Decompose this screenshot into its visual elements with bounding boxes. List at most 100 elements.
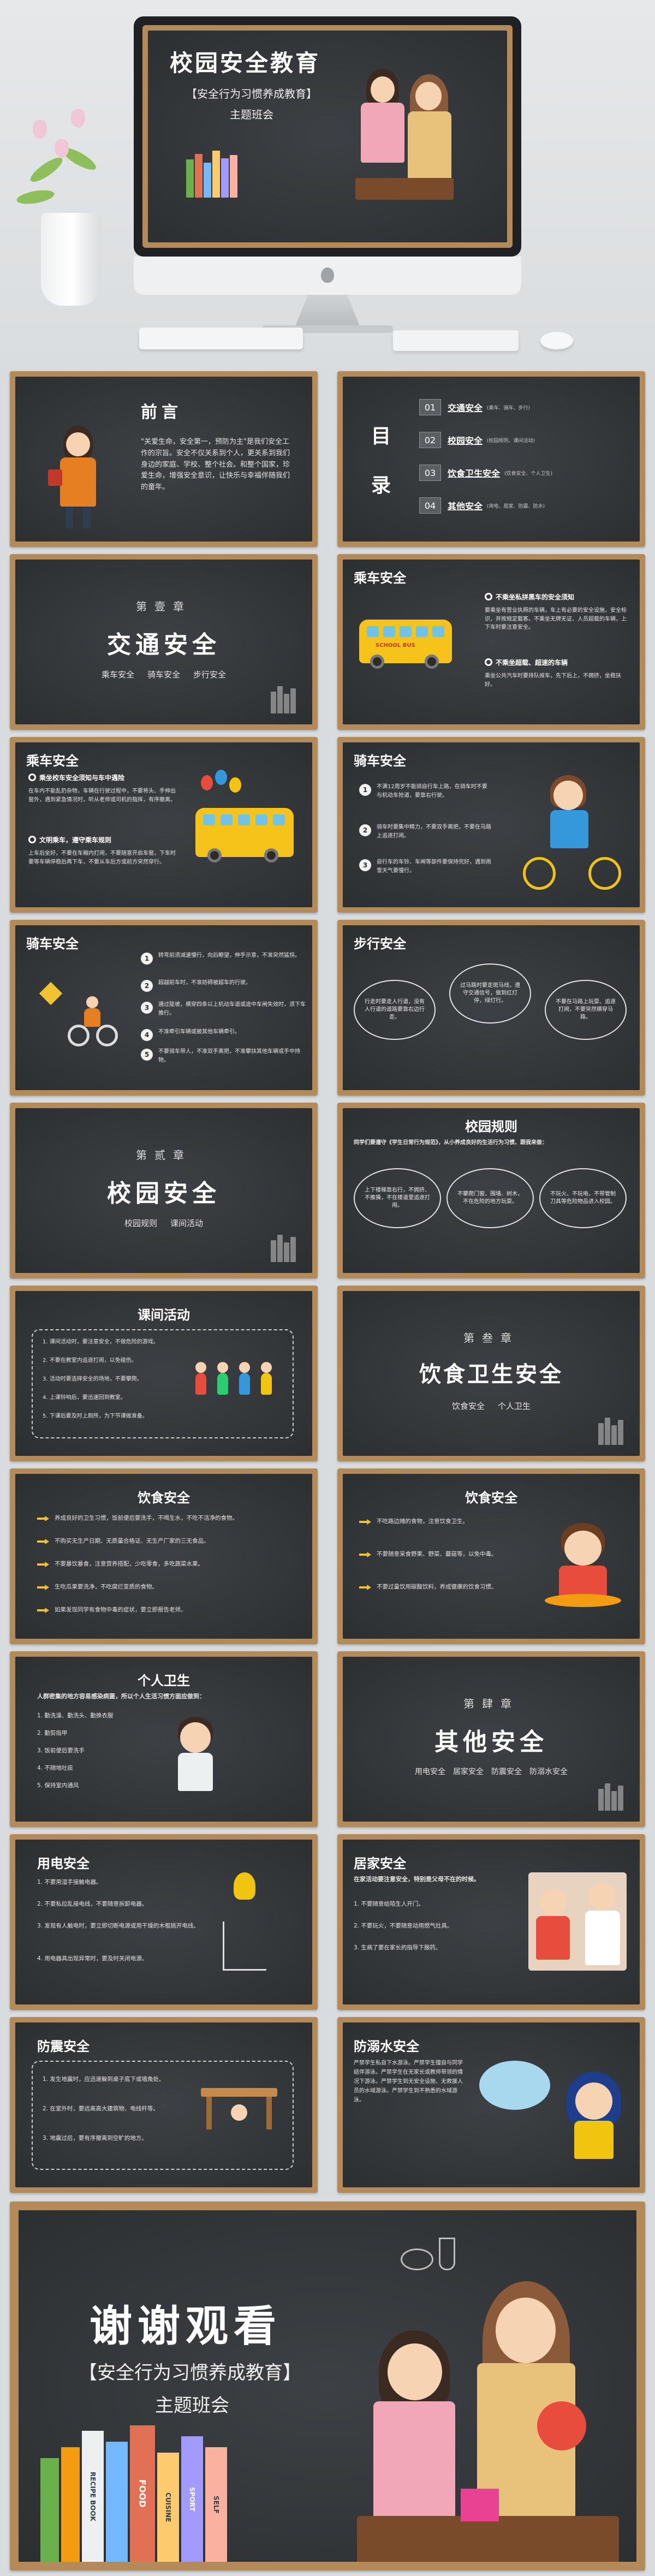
bike-item: 超越前车时，不准妨碍被超车的行驶。 — [158, 980, 251, 986]
pool-icon — [479, 2061, 550, 2110]
home-intro: 在家活动要注意安全，特别是父母不在的时候。 — [354, 1876, 480, 1883]
slide-hygiene: 个人卫生 人群密集的地方容易感染病菌，所以个人生活习惯方面应做到： 1. 勤洗澡… — [10, 1651, 318, 1827]
home-item: 1. 不要随意给陌生人开门。 — [354, 1901, 424, 1907]
sub-head-1: 不乘坐私拼黑车的安全须知 — [485, 592, 574, 602]
slide-title: 骑车安全 — [26, 936, 79, 951]
item-text: 不要过量饮用碳酸饮料，养成健康的饮食习惯。 — [377, 1584, 497, 1590]
cloud-note: 过马路时要走斑马线，遵守交通信号，做到红灯停，绿灯行。 — [449, 963, 531, 1024]
slide-preface: 前言 "关爱生命，安全第一，预防为主"是我们安全工作的宗旨。安全不仅关系到个人，… — [10, 371, 318, 547]
lightbulb-icon — [234, 1872, 255, 1900]
gift-box-icon — [461, 2489, 499, 2521]
sub-body-2: 乘坐公共汽车时要排队候车，先下后上，不拥挤，坐稳扶好。 — [485, 673, 621, 688]
arrow-icon — [359, 1519, 371, 1525]
chalk-books-icon — [271, 686, 296, 713]
slide-quake: 防震安全 1. 发生地震时，应迅速躲到桌子底下或墙角处。 2. 在室外时，要远离… — [10, 2017, 318, 2193]
electric-item: 2. 不要私拉乱接电线，不要随意拆卸电器。 — [37, 1901, 148, 1907]
book-spine — [40, 2458, 59, 2562]
toc-item-num: 02 — [419, 432, 441, 448]
book-stack: RECIPE BOOK FOOD CUISINE SPORT SELF — [40, 2425, 227, 2562]
step-number: 3 — [141, 1002, 153, 1014]
flask-doodle-icon — [439, 2238, 455, 2270]
recess-item: 1. 课间活动时，要注意安全，不做危险的游戏。 — [43, 1339, 159, 1345]
sub-head-text: 乘坐校车安全须知与车中遇险 — [39, 774, 125, 782]
chapter-subs: 用电安全 居家安全 防震安全 防溺水安全 — [343, 1766, 640, 1777]
slide-thanks: 谢谢观看 【安全行为习惯养成教育】 主题班会 RECIPE BOOK FOOD … — [10, 2202, 645, 2571]
slide-title: 防震安全 — [37, 2039, 90, 2054]
electric-item: 3. 发现有人触电时，要立即切断电源或用干燥的木棍挑开电线。 — [37, 1923, 199, 1929]
toc-item-sub: (用电、居家、防震、防水) — [487, 503, 545, 509]
hero-tagline: 主题班会 — [230, 108, 273, 121]
slide-title: 居家安全 — [354, 1856, 406, 1871]
slide-walk: 步行安全 行走时要走人行道，没有人行道的道路要靠右边行走。 过马路时要走斑马线，… — [337, 920, 645, 1096]
thanks-tagline: 主题班会 — [155, 2395, 229, 2417]
slide-title: 校园规则 — [465, 1119, 517, 1134]
leaf-icon — [15, 188, 56, 206]
slide-bike-2: 骑车安全 1 转弯前须减速慢行，向后瞭望，伸手示意，不准突然猛拐。 2 超越前车… — [10, 920, 318, 1096]
kid-hiding-icon — [231, 2104, 247, 2121]
chapter-sub: 乘车安全 — [101, 670, 134, 680]
arrow-icon — [359, 1552, 371, 1557]
home-item: 3. 生病了要在家长的指导下服药。 — [354, 1944, 442, 1951]
slide-chapter-4: 第肆章 其他安全 用电安全 居家安全 防震安全 防溺水安全 — [337, 1651, 645, 1827]
toc-item-2[interactable]: 02 校园安全 (校园规则、课间活动) — [419, 431, 583, 449]
hero-title: 校园安全教育 — [170, 50, 321, 76]
slide-bike-1: 骑车安全 1 不满12周岁不能骑自行车上路，在骑车时不要与机动车抢道，要靠右行驶… — [337, 737, 645, 913]
cloud-note: 不要在马路上玩耍、追逐打闹，不要突然横穿马路。 — [545, 980, 627, 1040]
recess-item: 4. 上课铃响后，要迅速回到教室。 — [43, 1395, 126, 1401]
bike-item: 不要骑车带人，不准双手离把，不准攀扶其他车辆或手中持物。 — [158, 1049, 300, 1063]
toc-item-1[interactable]: 01 交通安全 (乘车、骑车、步行) — [419, 398, 583, 416]
slide-water: 防溺水安全 严禁学生私自下水游泳。严禁学生擅自与同学结伴游泳。严禁学生在无家长或… — [337, 2017, 645, 2193]
gear-icon — [28, 774, 36, 781]
wire-icon — [223, 1921, 266, 1971]
arrow-icon — [37, 1585, 49, 1590]
slide-chapter-2: 第贰章 校园安全 校园规则 课间活动 — [10, 1103, 318, 1278]
bike-item: 不准牵引车辆或被其他车辆牵引。 — [158, 1029, 240, 1035]
teacher-student-illustration — [357, 2276, 619, 2562]
electric-item: 1. 不要用湿手接触电器。 — [37, 1879, 102, 1885]
quake-item: 2. 在室外时，要远离高大建筑物、电线杆等。 — [43, 2105, 159, 2112]
bike-item: 通过陡坡，横穿四条以上机动车道或途中车闸失效时，须下车推行。 — [158, 1002, 306, 1016]
slide-title: 防溺水安全 — [354, 2039, 419, 2054]
chapter-title: 其他安全 — [434, 1728, 548, 1756]
monitor-screen: 校园安全教育 【安全行为习惯养成教育】 主题班会 — [142, 25, 513, 248]
toc-item-label: 饮食卫生安全 — [448, 468, 501, 479]
book-spine — [61, 2447, 80, 2562]
toc-item-3[interactable]: 03 饮食卫生安全 (饮食安全、个人卫生) — [419, 464, 583, 481]
sub-head-2: 不乘坐超载、超速的车辆 — [485, 658, 568, 667]
toc-item-label: 交通安全 — [448, 403, 483, 413]
step-number: 5 — [141, 1049, 153, 1061]
tulip-icon — [33, 120, 47, 139]
toc-item-label: 其他安全 — [448, 501, 483, 511]
item-text: 不要暴饮暴食，注意营养搭配，少吃零食，多吃蔬菜水果。 — [55, 1561, 204, 1567]
toc-item-4[interactable]: 04 其他安全 (用电、居家、防震、防水) — [419, 497, 583, 514]
book-spine: FOOD — [130, 2425, 155, 2562]
quake-item: 3. 地震过后，要有序撤离到空旷的地方。 — [43, 2135, 147, 2141]
vase — [41, 213, 101, 306]
chapter-sub: 饮食安全 — [451, 1401, 485, 1411]
chapter-subs: 乘车安全 骑车安全 步行安全 — [15, 669, 312, 680]
quake-item: 1. 发生地震时，应迅速躲到桌子底下或墙角处。 — [43, 2076, 165, 2083]
chapter-sub: 用电安全 — [415, 1768, 445, 1776]
item-text: 如果发现同学有食物中毒的症状，要立即报告老师。 — [55, 1607, 187, 1613]
step-number: 4 — [141, 1029, 153, 1041]
toc-item-num: 03 — [419, 465, 441, 481]
desk-leg — [266, 2097, 272, 2129]
chapter-subs: 饮食安全 个人卫生 — [343, 1400, 640, 1412]
chapter-tag: 第叁章 — [463, 1331, 519, 1344]
preface-title: 前言 — [141, 403, 182, 422]
chapter-tag: 第壹章 — [136, 600, 192, 613]
leaf-icon — [27, 153, 66, 186]
chapter-title: 校园安全 — [107, 1180, 221, 1207]
food-item: 不购买无生产日期、无质量合格证、无生产厂家的三无食品。 — [37, 1537, 294, 1546]
chapter-title: 交通安全 — [107, 631, 221, 659]
book-spine: RECIPE BOOK — [82, 2431, 104, 2562]
item-text: 不购买无生产日期、无质量合格证、无生产厂家的三无食品。 — [55, 1538, 210, 1544]
sub-head-text: 不乘坐私拼黑车的安全须知 — [496, 593, 575, 601]
arrow-icon — [37, 1539, 49, 1544]
arrow-icon — [37, 1608, 49, 1613]
toc-item-sub: (饮食安全、个人卫生) — [504, 471, 553, 477]
kid-washing-illustration — [168, 1717, 223, 1799]
book-spine: SPORT — [181, 2436, 203, 2562]
chapter-sub: 校园规则 — [124, 1218, 157, 1228]
molecule-doodle-icon — [401, 2248, 433, 2270]
